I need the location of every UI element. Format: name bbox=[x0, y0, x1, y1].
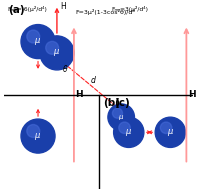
Text: (b): (b) bbox=[103, 98, 120, 108]
Text: Fₘₐ=-6(μ²/d⁴): Fₘₐ=-6(μ²/d⁴) bbox=[8, 6, 48, 12]
Text: (c): (c) bbox=[115, 98, 130, 108]
Text: d: d bbox=[91, 76, 96, 85]
Circle shape bbox=[21, 25, 55, 59]
Text: $\theta$: $\theta$ bbox=[62, 63, 68, 74]
Text: (a): (a) bbox=[8, 5, 24, 15]
Circle shape bbox=[46, 41, 59, 54]
Circle shape bbox=[40, 36, 74, 70]
Text: $\mu$: $\mu$ bbox=[34, 36, 42, 47]
Text: $\mu$: $\mu$ bbox=[118, 113, 124, 122]
Text: H: H bbox=[60, 2, 66, 11]
Text: F=3μ²(1-3cos²θ)/d⁴: F=3μ²(1-3cos²θ)/d⁴ bbox=[76, 9, 136, 15]
Text: $\mu$: $\mu$ bbox=[34, 131, 42, 142]
Circle shape bbox=[160, 122, 172, 133]
Text: H: H bbox=[75, 90, 83, 99]
Circle shape bbox=[108, 104, 134, 130]
Circle shape bbox=[112, 108, 123, 118]
Circle shape bbox=[119, 122, 130, 133]
Circle shape bbox=[155, 117, 185, 147]
Circle shape bbox=[27, 125, 40, 137]
Text: Fₘᵣ=3(μ²/d⁴): Fₘᵣ=3(μ²/d⁴) bbox=[112, 6, 149, 12]
Circle shape bbox=[21, 119, 55, 153]
Text: $\mu$: $\mu$ bbox=[125, 127, 132, 138]
Text: $\mu$: $\mu$ bbox=[53, 47, 60, 58]
Text: $\mu$: $\mu$ bbox=[167, 127, 174, 138]
Text: H: H bbox=[188, 90, 195, 99]
Circle shape bbox=[114, 117, 144, 147]
Circle shape bbox=[27, 30, 40, 43]
